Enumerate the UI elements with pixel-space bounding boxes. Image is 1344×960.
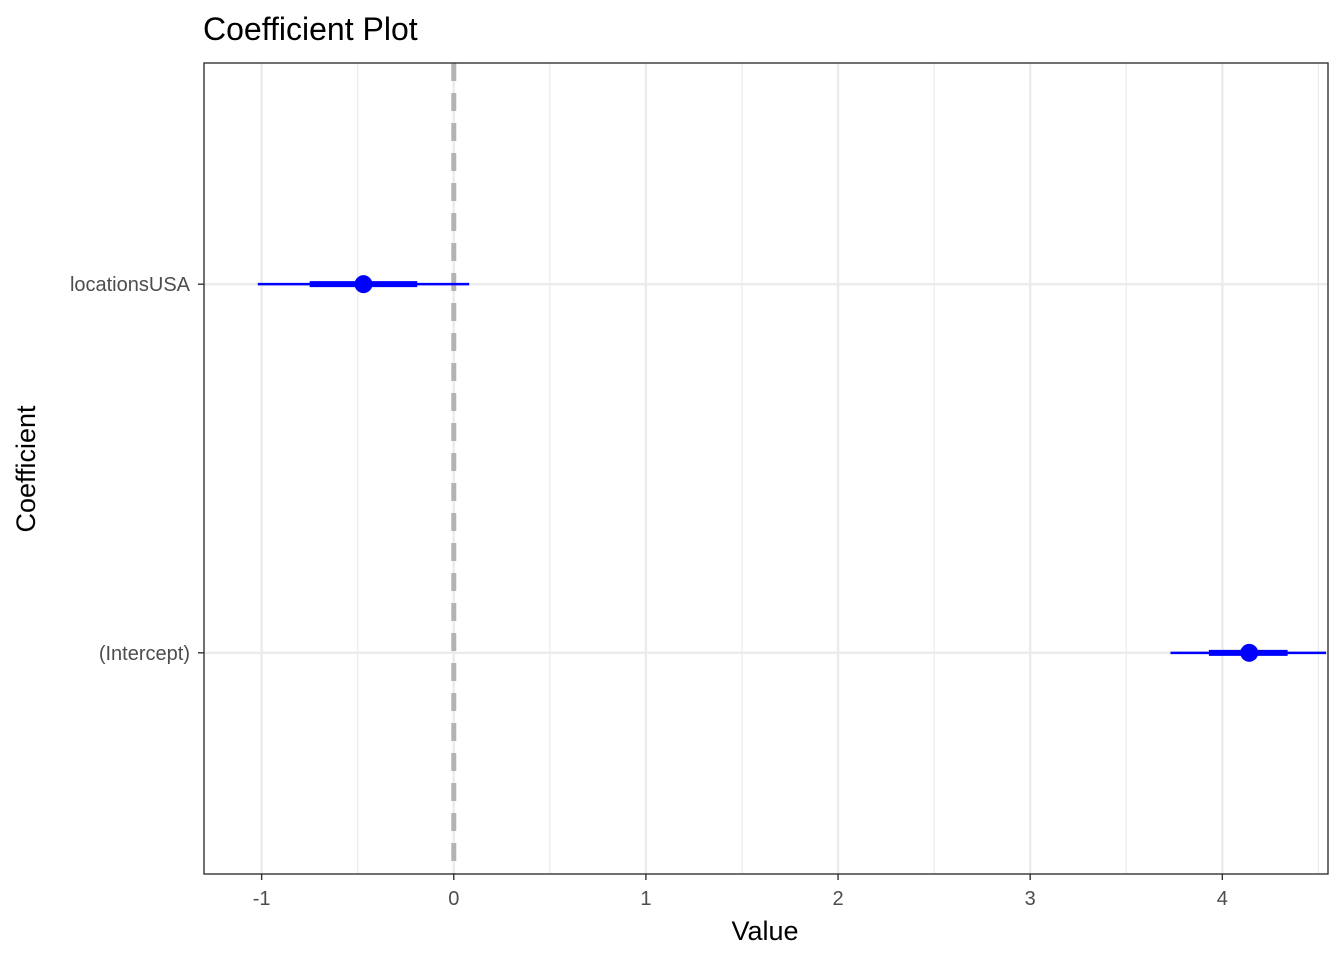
y-tick-label: (Intercept) [99,643,190,665]
coefficient-point [1240,643,1259,662]
panel-border [203,62,1329,875]
x-axis-title: Value [731,916,798,946]
plot-area: -1 0 1 2 3 4 locationsUSA (Intercept) [70,62,1329,910]
y-axis-title: Coefficient [11,405,41,533]
x-tick-label: -1 [253,888,271,910]
x-tick-label: 2 [832,888,843,910]
x-tick-label: 4 [1217,888,1228,910]
chart-title: Coefficient Plot [203,11,418,47]
x-tick-label: 3 [1025,888,1036,910]
x-tick-label: 0 [448,888,459,910]
x-tick-label: 1 [640,888,651,910]
plot-background [204,63,1328,874]
coefficient-point [354,275,373,294]
y-tick-label: locationsUSA [70,274,191,296]
